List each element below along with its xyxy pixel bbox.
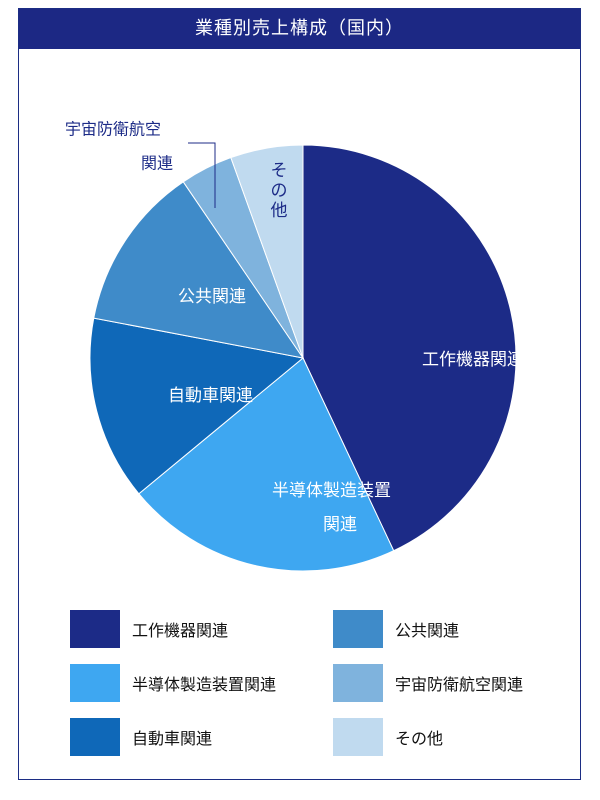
slice-label-2-line-1: 半導体製造装置: [272, 481, 391, 501]
pie-slice-6: [230, 144, 304, 359]
slice-label-5-line-1: 宇宙防衛航空: [65, 120, 161, 139]
pie-slice-4: [93, 181, 305, 359]
slice-label-6-char-2: の: [271, 181, 288, 201]
leader-line: [188, 142, 216, 208]
pie-slice-3: [89, 317, 305, 495]
slice-label-1: 工作機器関連: [422, 350, 524, 370]
slice-label-4: 公共関連: [178, 287, 246, 307]
pie-slice-1: [302, 144, 517, 552]
slice-label-3: 自動車関連: [168, 386, 253, 406]
pie-slice-2: [138, 357, 395, 572]
slice-label-2-line-2: 関連: [323, 515, 357, 535]
slice-label-6-char-3: 他: [271, 201, 288, 221]
chart-title: 業種別売上構成（国内）: [19, 9, 580, 49]
slice-label-6-char-1: そ: [271, 161, 288, 181]
slice-label-5-line-2: 関連: [141, 154, 173, 173]
